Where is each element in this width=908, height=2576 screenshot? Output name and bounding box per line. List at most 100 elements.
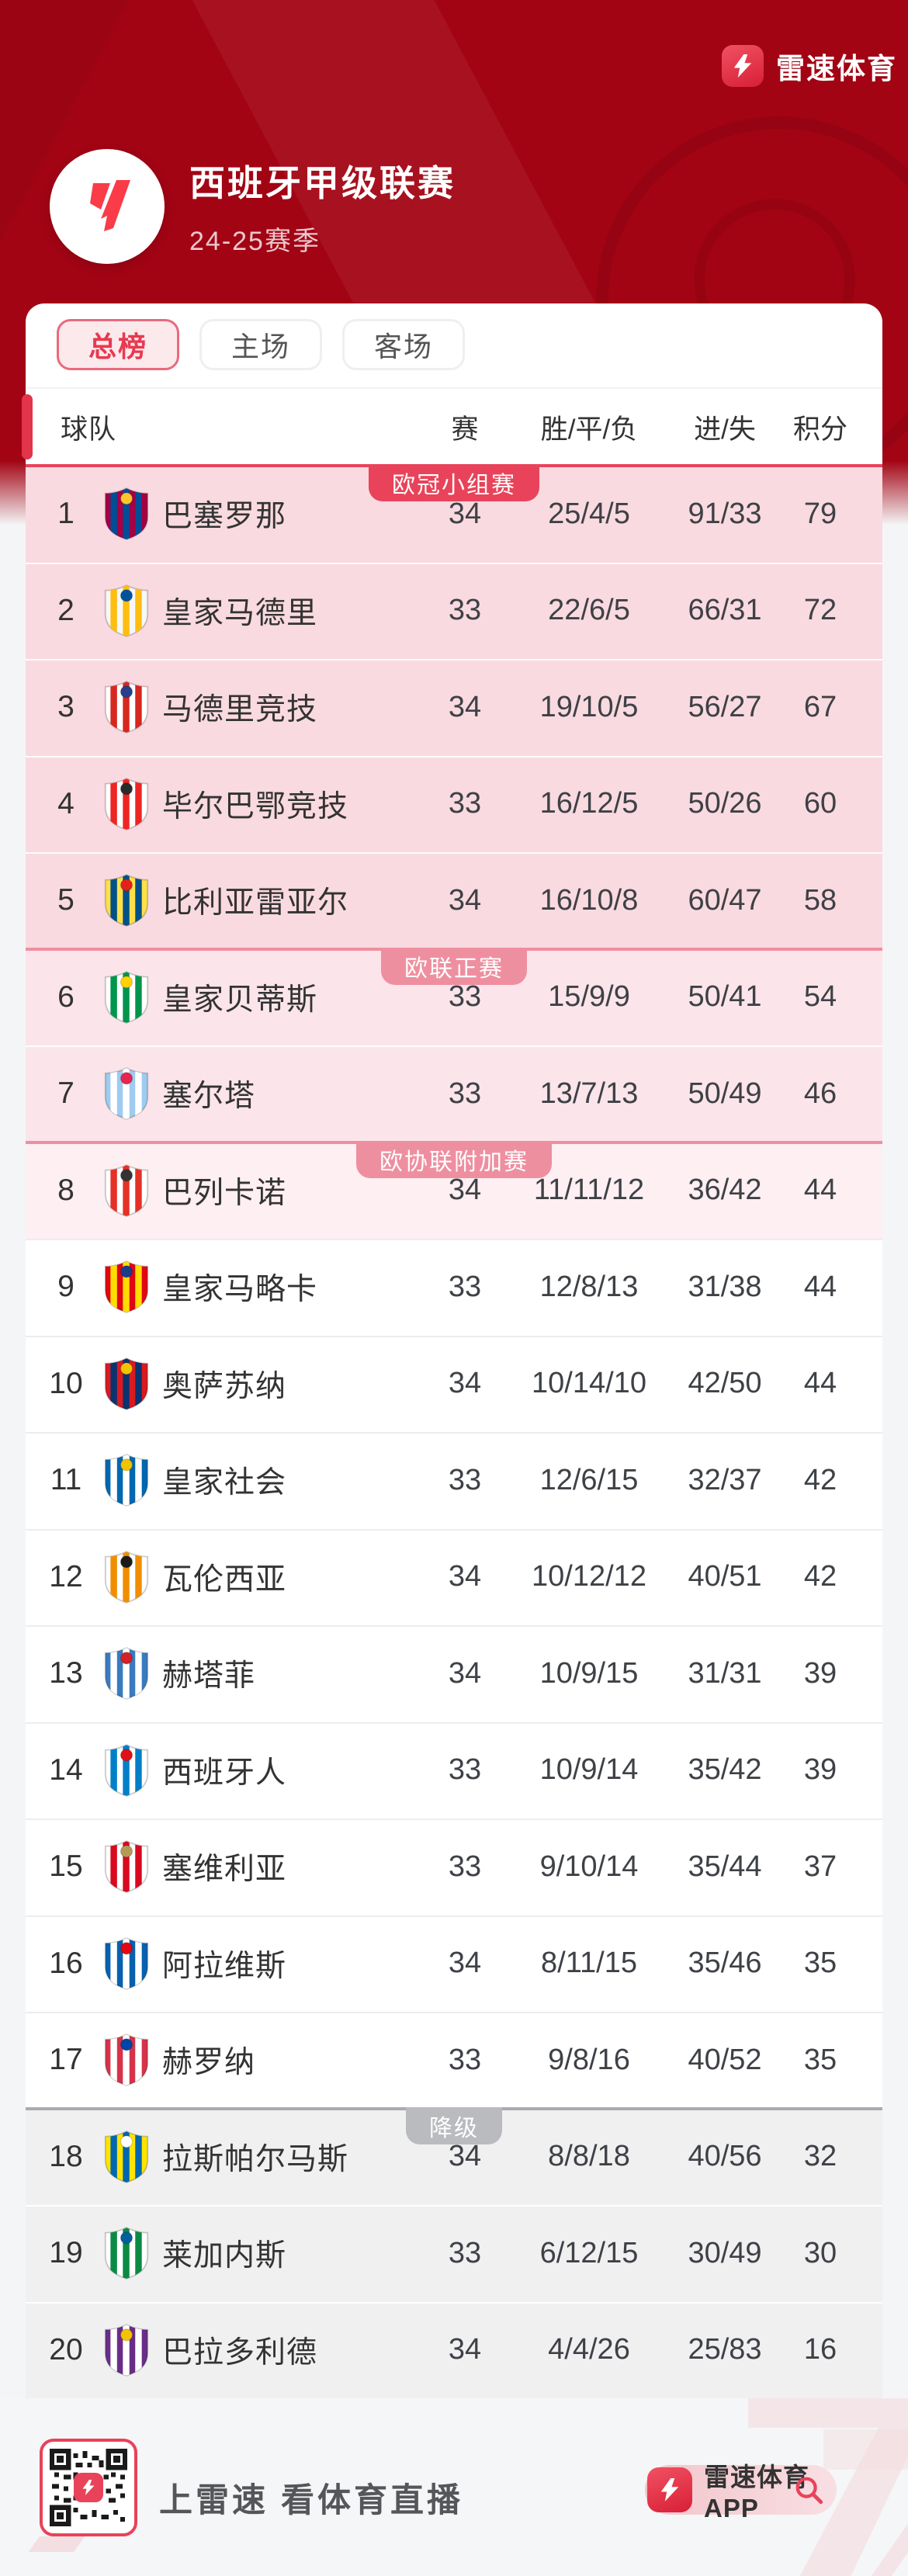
app-button-label: 雷速体育APP: [704, 2463, 809, 2522]
team-name: 巴拉多利德: [162, 2335, 318, 2370]
goals-value: 66/31: [688, 594, 762, 627]
bolt-icon: [722, 45, 764, 87]
goals-value: 60/47: [688, 883, 762, 917]
team-logo: [104, 1839, 149, 1895]
table-row[interactable]: 9 皇家马略卡 33 12/8/13 31/38 44: [26, 1239, 882, 1336]
table-row[interactable]: 19 莱加内斯 33 6/12/15 30/49 30: [26, 2205, 882, 2302]
rank: 6: [57, 979, 75, 1014]
points-value: 16: [803, 2333, 837, 2366]
table-row[interactable]: 4 毕尔巴鄂竞技 33 16/12/5 50/26 60: [26, 755, 882, 852]
tab-total[interactable]: 总榜: [57, 319, 180, 370]
wdl-value: 12/8/13: [539, 1270, 639, 1303]
table-row[interactable]: 8 巴列卡诺 34 11/11/12 36/42 44: [26, 1142, 882, 1239]
bolt-icon: [647, 2467, 692, 2512]
rank: 19: [49, 2236, 83, 2270]
wdl-value: 13/7/13: [539, 1077, 639, 1110]
team-logo: [104, 1259, 149, 1315]
table-row[interactable]: 14 西班牙人 33 10/9/14 35/42 39: [26, 1721, 882, 1818]
team-name: 皇家贝蒂斯: [162, 983, 318, 1017]
points-value: 42: [803, 1463, 837, 1496]
points-value: 67: [803, 690, 837, 723]
col-played: 赛: [451, 414, 479, 445]
wdl-value: 11/11/12: [533, 1174, 645, 1207]
played-value: 33: [448, 1850, 482, 1883]
team-logo: [104, 1452, 149, 1508]
played-value: 34: [448, 1560, 482, 1593]
brand-name: 雷速体育: [776, 53, 897, 85]
team-logo: [104, 2322, 149, 2378]
col-team: 球队: [61, 414, 117, 445]
wdl-value: 9/8/16: [548, 2043, 630, 2076]
wdl-value: 12/6/15: [539, 1463, 639, 1496]
wdl-value: 9/10/14: [539, 1850, 639, 1883]
points-value: 46: [803, 1077, 837, 1110]
rank: 12: [49, 1559, 83, 1593]
wdl-value: 10/12/12: [532, 1560, 646, 1593]
table-row[interactable]: 20 巴拉多利德 34 4/4/26 25/83 16: [26, 2301, 882, 2398]
rank: 13: [49, 1656, 83, 1690]
rank: 10: [49, 1366, 83, 1400]
table-row[interactable]: 11 皇家社会 33 12/6/15 32/37 42: [26, 1432, 882, 1529]
goals-value: 50/26: [688, 787, 762, 820]
goals-value: 50/49: [688, 1077, 762, 1110]
table-row[interactable]: 16 阿拉维斯 34 8/11/15 35/46 35: [26, 1915, 882, 2012]
points-value: 44: [803, 1367, 837, 1400]
team-logo: [104, 1742, 149, 1798]
table-row[interactable]: 18 拉斯帕尔马斯 34 8/8/18 40/56 32: [26, 2108, 882, 2205]
table-row[interactable]: 12 瓦伦西亚 34 10/12/12 40/51 42: [26, 1528, 882, 1625]
played-value: 33: [448, 2043, 482, 2076]
points-value: 79: [803, 497, 837, 530]
played-value: 33: [448, 1077, 482, 1110]
wdl-value: 8/11/15: [541, 1947, 637, 1980]
col-goals: 进/失: [694, 414, 756, 445]
wdl-value: 22/6/5: [548, 594, 630, 627]
points-value: 35: [803, 2043, 837, 2076]
team-logo: [104, 872, 149, 928]
league-header: 西班牙甲级联赛 24-25赛季: [50, 149, 456, 264]
wdl-value: 19/10/5: [539, 690, 639, 723]
rank: 1: [57, 497, 75, 531]
qr-bolt-icon: [74, 2473, 103, 2502]
rank: 16: [49, 1946, 83, 1980]
col-points: 积分: [792, 414, 847, 445]
table-row[interactable]: 15 塞维利亚 33 9/10/14 35/44 37: [26, 1818, 882, 1916]
wdl-value: 25/4/5: [548, 497, 630, 530]
table-row[interactable]: 2 皇家马德里 33 22/6/5 66/31 72: [26, 562, 882, 659]
wdl-value: 16/10/8: [539, 883, 639, 917]
points-value: 32: [803, 2140, 837, 2173]
table-row[interactable]: 5 比利亚雷亚尔 34 16/10/8 60/47 58: [26, 852, 882, 949]
table-row[interactable]: 17 赫罗纳 33 9/8/16 40/52 35: [26, 2012, 882, 2109]
points-value: 44: [803, 1270, 837, 1303]
table-row[interactable]: 7 塞尔塔 33 13/7/13 50/49 46: [26, 1045, 882, 1142]
team-name: 西班牙人: [162, 1756, 287, 1790]
footer-slogan: 上雷速 看体育直播: [159, 2482, 463, 2519]
tab-bar: 总榜 主场 客场: [57, 319, 466, 370]
played-value: 34: [448, 497, 482, 530]
tab-away[interactable]: 客场: [342, 319, 466, 370]
team-logo: [104, 1645, 149, 1701]
wdl-value: 15/9/9: [548, 980, 630, 1014]
table-row[interactable]: 6 皇家贝蒂斯 33 15/9/9 50/41 54: [26, 948, 882, 1045]
app-download-button[interactable]: 雷速体育APP: [645, 2463, 837, 2522]
table-row[interactable]: 1 巴塞罗那 34 25/4/5 91/33 79: [26, 466, 882, 563]
played-value: 34: [448, 1174, 482, 1207]
team-name: 皇家马德里: [162, 596, 318, 630]
rank: 14: [49, 1753, 83, 1787]
brand-logo: 雷速体育: [722, 45, 897, 87]
team-name: 莱加内斯: [162, 2239, 287, 2273]
goals-value: 50/41: [688, 980, 762, 1014]
played-value: 34: [448, 2333, 482, 2366]
goals-value: 35/44: [688, 1850, 762, 1883]
goals-value: 91/33: [688, 497, 762, 530]
tab-home[interactable]: 主场: [199, 319, 323, 370]
table-row[interactable]: 10 奥萨苏纳 34 10/14/10 42/50 44: [26, 1335, 882, 1432]
goals-value: 36/42: [688, 1174, 762, 1207]
table-row[interactable]: 3 马德里竞技 34 19/10/5 56/27 67: [26, 659, 882, 756]
points-value: 58: [803, 883, 837, 917]
team-name: 瓦伦西亚: [162, 1562, 287, 1597]
rank: 17: [49, 2043, 83, 2077]
team-logo: [104, 969, 149, 1025]
table-row[interactable]: 13 赫塔菲 34 10/9/15 31/31 39: [26, 1625, 882, 1722]
played-value: 34: [448, 883, 482, 917]
